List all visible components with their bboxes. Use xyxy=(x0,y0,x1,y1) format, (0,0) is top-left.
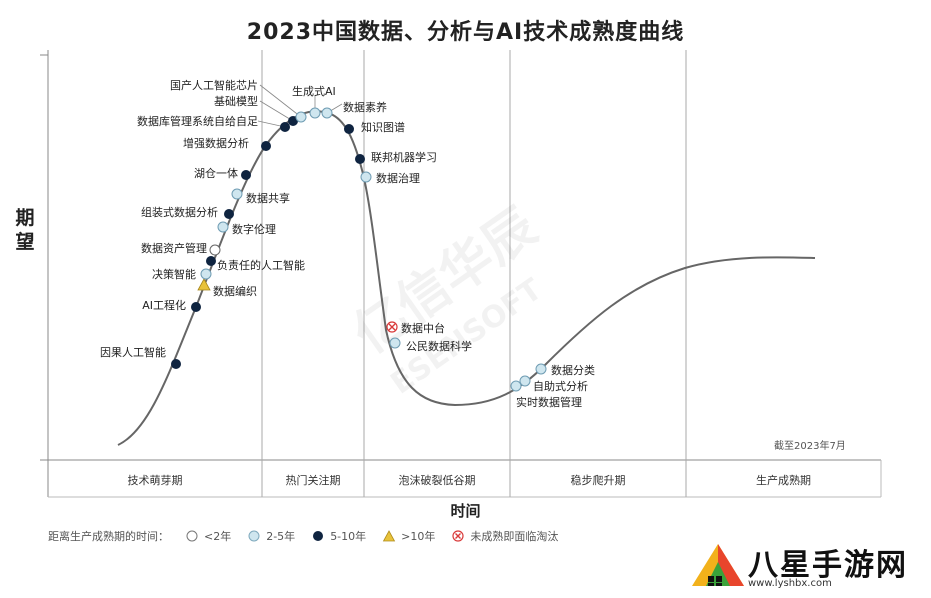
technology-label: 因果人工智能 xyxy=(100,345,166,359)
technology-label: 基础模型 xyxy=(214,94,258,108)
x-axis-label: 时间 xyxy=(450,502,481,520)
technology-label: 数据治理 xyxy=(376,171,420,185)
marker-2to5y xyxy=(510,380,522,392)
technology-label: 决策智能 xyxy=(152,267,196,281)
marker-2to5y xyxy=(309,107,321,119)
marker-5to10y xyxy=(288,116,298,126)
technology-label: 数据编织 xyxy=(213,284,257,298)
brand-logo-icon xyxy=(692,544,744,586)
hype-curve xyxy=(117,110,816,446)
marker-2to5y xyxy=(321,107,333,119)
technology-label: 生成式AI xyxy=(292,84,336,98)
chart-title: 2023中国数据、分析与AI技术成熟度曲线 xyxy=(246,20,685,45)
technology-label: 公民数据科学 xyxy=(406,339,472,353)
marker-5to10y xyxy=(241,170,251,180)
technology-label: 知识图谱 xyxy=(361,120,405,134)
leader-line xyxy=(259,84,302,118)
marker-obsolete-cross xyxy=(388,323,396,331)
technology-label: 自助式分析 xyxy=(533,379,588,393)
marker-gt10y xyxy=(197,278,211,291)
legend-item: <2年 xyxy=(185,528,231,544)
legend-title: 距离生产成熟期的时间： xyxy=(48,530,169,543)
technology-label: 数据中台 xyxy=(401,321,445,335)
marker-5to10y xyxy=(355,154,365,164)
phase-label: 泡沫破裂低谷期 xyxy=(399,473,476,487)
phase-label: 热门关注期 xyxy=(286,473,341,487)
technology-label: 增强数据分析 xyxy=(183,136,249,150)
cross-icon xyxy=(452,530,464,542)
legend: 距离生产成熟期的时间： <2年 2-5年 5-10年 >10年 未成熟即面临淘汰 xyxy=(48,528,558,544)
legend-item: 2-5年 xyxy=(247,528,295,544)
marker-2to5y xyxy=(519,375,531,387)
marker-5to10y xyxy=(280,122,290,132)
technology-label: 湖仓一体 xyxy=(194,166,238,180)
legend-label: >10年 xyxy=(401,530,436,543)
marker-2to5y xyxy=(295,111,307,123)
marker-2to5y xyxy=(535,363,547,375)
brand-url: www.lyshbx.com xyxy=(748,578,832,589)
marker-5to10y xyxy=(191,302,201,312)
cutoff-note: 截至2023年7月 xyxy=(774,441,846,452)
leader-line xyxy=(259,100,294,122)
technology-label: 实时数据管理 xyxy=(516,395,582,409)
marker-lt2y xyxy=(209,244,221,256)
technology-label: 联邦机器学习 xyxy=(371,150,437,164)
technology-label: AI工程化 xyxy=(142,298,186,312)
marker-5to10y xyxy=(261,141,271,151)
technology-label: 负责任的人工智能 xyxy=(217,258,305,272)
legend-label: 未成熟即面临淘汰 xyxy=(470,530,559,543)
legend-label: 5-10年 xyxy=(330,530,367,543)
light-circle-icon xyxy=(248,530,260,542)
marker-5to10y xyxy=(206,256,216,266)
technology-label: 数据分类 xyxy=(551,363,595,377)
technology-label: 数据库管理系统自给自足 xyxy=(137,114,258,128)
technology-label: 组装式数据分析 xyxy=(141,205,218,219)
marker-5to10y xyxy=(171,359,181,369)
marker-5to10y xyxy=(224,209,234,219)
phase-label: 稳步爬升期 xyxy=(571,473,626,487)
phase-label: 生产成熟期 xyxy=(756,473,811,487)
legend-item: 5-10年 xyxy=(311,528,366,544)
white-circle-icon xyxy=(186,530,198,542)
marker-2to5y xyxy=(200,268,212,280)
dark-circle-icon xyxy=(313,531,324,541)
marker-2to5y xyxy=(389,337,401,349)
triangle-icon xyxy=(382,530,396,542)
legend-item: 未成熟即面临淘汰 xyxy=(451,528,558,544)
y-axis-label: 期望 xyxy=(15,207,35,253)
legend-label: <2年 xyxy=(204,530,232,543)
legend-item: >10年 xyxy=(382,528,435,544)
technology-label: 国产人工智能芯片 xyxy=(170,78,258,92)
technology-label: 数据素养 xyxy=(343,100,387,114)
technology-label: 数字伦理 xyxy=(232,222,276,236)
marker-2to5y xyxy=(217,221,229,233)
marker-2to5y xyxy=(360,171,372,183)
brand-logo xyxy=(688,540,924,592)
brand-name: 八星手游网 xyxy=(748,548,908,583)
technology-label: 数据资产管理 xyxy=(141,241,207,255)
marker-5to10y xyxy=(344,124,354,134)
phase-label: 技术萌芽期 xyxy=(128,473,183,487)
marker-2to5y xyxy=(231,188,243,200)
technology-label: 数据共享 xyxy=(246,191,290,205)
legend-label: 2-5年 xyxy=(266,530,296,543)
